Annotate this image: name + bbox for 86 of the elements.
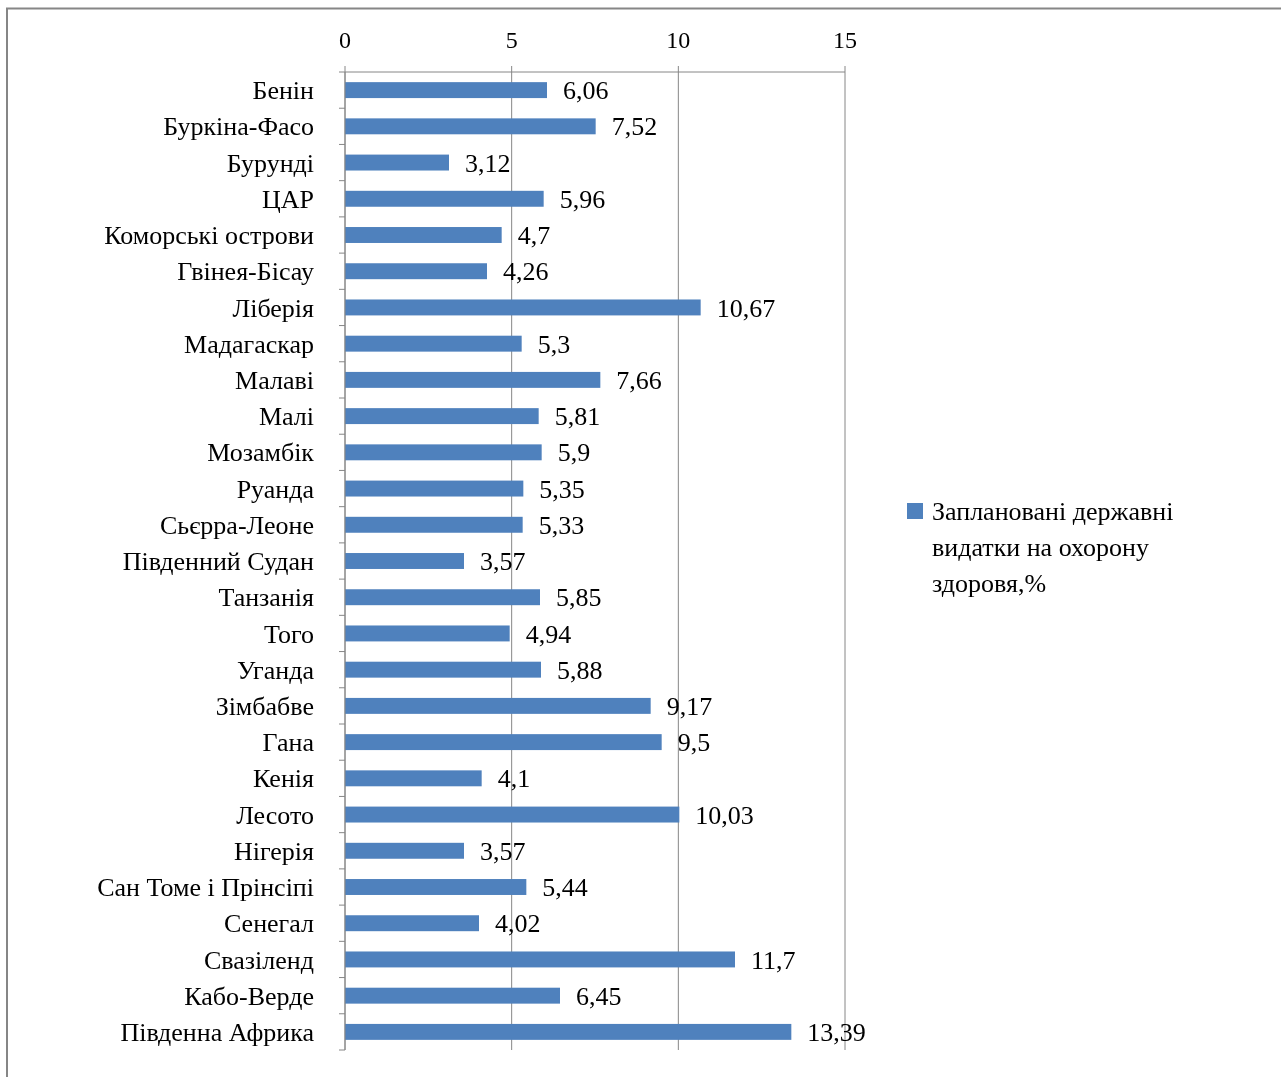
bar (345, 553, 464, 569)
bar (345, 842, 464, 859)
x-tick-label: 10 (666, 27, 691, 54)
y-tick-label: Лесото (236, 800, 314, 830)
y-tick-label: Малаві (235, 365, 314, 395)
bar (345, 915, 479, 932)
data-label: 3,57 (480, 836, 526, 866)
data-label: 5,44 (542, 873, 588, 903)
data-label: 5,33 (538, 510, 585, 540)
bar (345, 697, 651, 714)
bar (345, 190, 544, 207)
legend-label: Заплановані державні видатки на охорону здоровя,% (932, 497, 1174, 598)
y-tick-label: Танзанія (218, 583, 315, 613)
y-tick-label: Сенегал (223, 909, 315, 939)
y-tick-label: Південний Судан (122, 547, 315, 577)
data-label: 4,26 (503, 257, 549, 287)
x-tick-label: 5 (505, 27, 518, 54)
y-tick-label: Бенін (252, 76, 315, 106)
data-label: 9,5 (677, 728, 711, 758)
data-label: 5,85 (556, 583, 602, 613)
y-tick-label: Коморські острови (104, 221, 315, 251)
data-label: 13,39 (807, 1017, 866, 1047)
bar (345, 263, 487, 280)
data-label: 3,12 (465, 148, 511, 178)
y-tick-label: Малі (258, 402, 314, 432)
data-label: 6,06 (563, 76, 609, 106)
y-tick-label: Зімбабве (215, 691, 314, 721)
y-tick-label: Уганда (236, 655, 315, 685)
data-label: 7,52 (611, 112, 658, 142)
y-tick-label: Бурунді (226, 148, 314, 178)
bar (345, 444, 542, 461)
data-label: 3,57 (480, 547, 526, 577)
bar (345, 879, 527, 895)
bar (345, 118, 596, 135)
y-tick-label: Кабо-Верде (184, 981, 314, 1011)
bar (345, 987, 560, 1004)
data-label: 10,03 (695, 800, 754, 830)
bar (345, 299, 701, 316)
bar (345, 335, 522, 352)
y-tick-label: Ліберія (232, 293, 315, 323)
bar (345, 589, 540, 606)
y-tick-label: Мозамбік (207, 438, 315, 468)
data-label: 5,88 (557, 655, 603, 685)
y-tick-label: Сьєрра-Леоне (159, 510, 314, 540)
data-label: 4,1 (497, 764, 531, 794)
y-tick-label: Руанда (236, 474, 315, 504)
data-label: 5,3 (537, 329, 571, 359)
bar (345, 227, 502, 243)
y-tick-label: Мадагаскар (184, 329, 314, 359)
data-label: 5,35 (539, 474, 585, 504)
bar (345, 734, 662, 751)
data-label: 5,96 (559, 184, 606, 214)
data-label: 4,94 (525, 619, 572, 649)
data-label: 4,7 (517, 221, 551, 251)
bar (345, 154, 449, 171)
bar (345, 625, 510, 642)
y-tick-label: Гвінея-Бісау (177, 257, 314, 287)
data-label: 4,02 (495, 909, 541, 939)
bar (345, 408, 539, 425)
data-label: 5,81 (554, 402, 601, 432)
bar (345, 951, 735, 968)
y-tick-label: ЦАР (261, 184, 314, 214)
bar (345, 1023, 792, 1040)
data-label: 5,9 (557, 438, 591, 468)
bar (345, 82, 547, 99)
x-tick-label: 15 (833, 27, 857, 54)
bar (345, 516, 523, 533)
y-tick-label: Гана (262, 728, 315, 758)
data-label: 9,17 (666, 691, 713, 721)
x-tick-label: 0 (339, 27, 351, 54)
bar (345, 806, 680, 823)
data-label: 7,66 (616, 365, 662, 395)
data-label: 6,45 (576, 981, 622, 1011)
data-label: 11,7 (751, 945, 796, 975)
y-tick-label: Того (264, 619, 314, 649)
y-tick-label: Нігерія (233, 836, 315, 866)
y-tick-label: Кенія (253, 764, 315, 794)
y-tick-label: Південна Африка (120, 1017, 315, 1047)
bar (345, 480, 524, 497)
y-tick-label: Свазіленд (204, 945, 314, 975)
bar (345, 371, 601, 388)
bar (345, 661, 541, 678)
data-label: 10,67 (716, 293, 776, 323)
y-tick-label: Сан Томе і Прінсіпі (97, 873, 314, 903)
y-tick-label: Буркіна-Фасо (163, 112, 314, 142)
bar (345, 770, 482, 787)
